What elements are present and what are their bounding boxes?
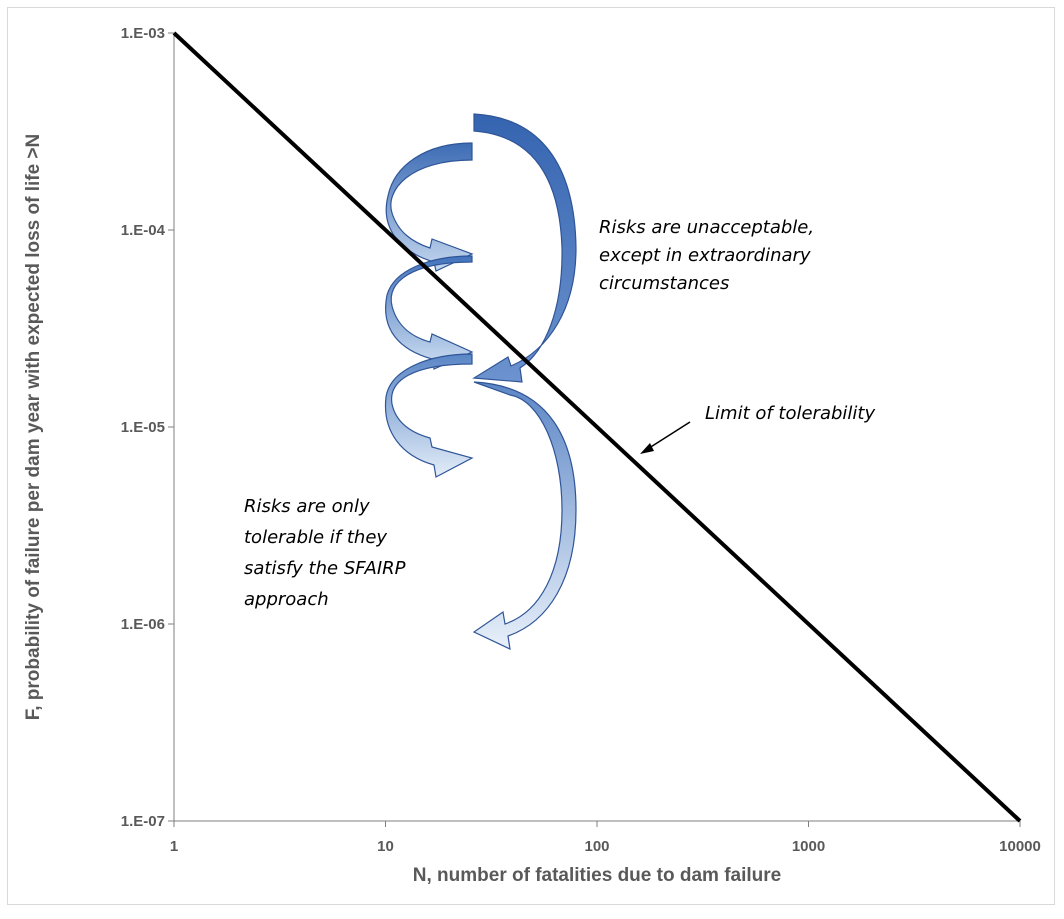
annotation-sfairp: Risks are only tolerable if they satisfy…: [244, 496, 411, 610]
x-tick-label: 1: [170, 838, 178, 855]
pointer-arrowhead: [640, 443, 654, 454]
x-tick-label: 1000: [792, 838, 825, 855]
arrow-big-upper: [472, 113, 577, 383]
annotation-line: satisfy the SFAIRP: [244, 558, 406, 579]
tick-marks: [168, 32, 1021, 827]
y-tick-label: 1.E-03: [121, 25, 165, 42]
series-line: [172, 31, 1022, 823]
arrow-big-lower: [472, 381, 577, 651]
annotations: Risks are unacceptable, except in extrao…: [244, 217, 875, 610]
annotation-line: tolerable if they: [244, 527, 387, 548]
y-tick-label: 1.E-07: [121, 813, 165, 830]
tick-labels: 1 10 100 1000 10000 1.E-03 1.E-04 1.E-05 1.E-06 1…: [121, 25, 1041, 855]
y-axis-title: F, probability of failure per dam year w…: [23, 134, 44, 721]
series-limit-of-tolerability: [172, 31, 1022, 823]
annotation-line: Risks are only: [244, 496, 370, 517]
x-tick-label: 10: [377, 838, 394, 855]
annotation-limit: Limit of tolerability: [705, 403, 875, 424]
annotation-line: Risks are unacceptable,: [599, 217, 814, 238]
y-tick-label: 1.E-05: [121, 419, 165, 436]
x-tick-label: 100: [584, 838, 609, 855]
annotation-unacceptable: Risks are unacceptable, except in extrao…: [599, 217, 820, 294]
arrow-curl-1: [385, 142, 474, 272]
sfairp-arrows: [384, 113, 577, 651]
annotation-line: except in extraordinary: [599, 245, 811, 266]
annotation-line: Limit of tolerability: [705, 403, 875, 424]
chart-area: [7, 7, 1055, 905]
arrow-curl-3: [384, 353, 474, 478]
x-axis-title: N, number of fatalities due to dam failu…: [413, 865, 781, 886]
pointer-arrow-line: [645, 421, 691, 451]
y-tick-label: 1.E-04: [121, 222, 166, 239]
x-tick-label: 10000: [999, 838, 1041, 855]
annotation-line: approach: [244, 589, 329, 610]
y-tick-label: 1.E-06: [121, 616, 165, 633]
annotation-line: circumstances: [599, 273, 729, 294]
